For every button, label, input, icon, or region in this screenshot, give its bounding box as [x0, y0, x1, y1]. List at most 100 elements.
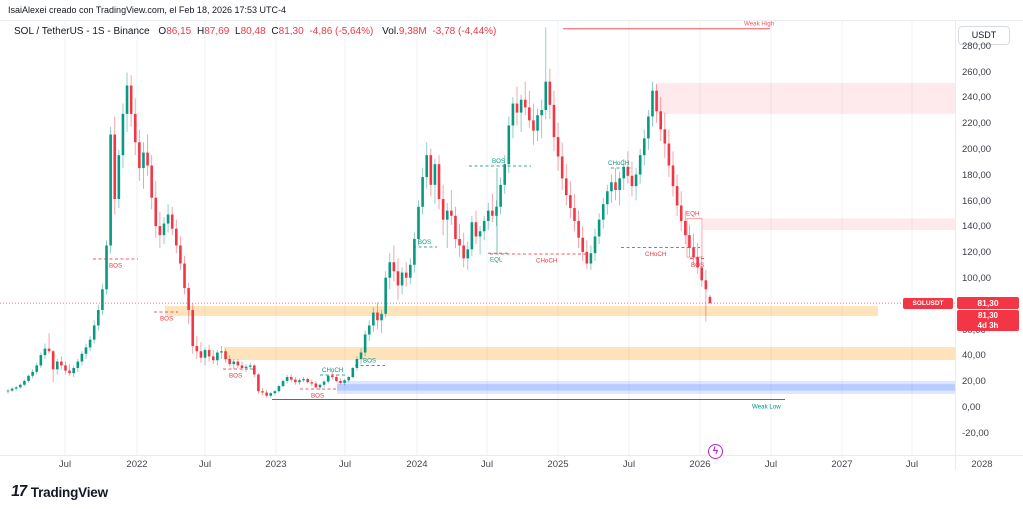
zone-demand-blue[interactable] [337, 381, 955, 394]
candle-body [478, 231, 482, 237]
candle-body [150, 165, 153, 198]
candle-body [544, 81, 548, 111]
time-tick: Jul [622, 459, 636, 470]
candle-body [507, 125, 511, 165]
zone-demand-low[interactable] [224, 346, 955, 361]
candle-body [445, 210, 449, 220]
candle-body [6, 390, 10, 392]
candle-body [454, 215, 457, 240]
candle-body [474, 222, 478, 237]
currency-toggle-button[interactable]: USDT [958, 26, 1010, 45]
price-tick: 0,00 [962, 402, 981, 413]
candle-body [392, 262, 396, 272]
candle-body [367, 325, 371, 335]
candle-body [92, 325, 96, 340]
candle-body [495, 206, 498, 216]
annotation-label: CHoCH [645, 251, 666, 258]
candle-body [117, 155, 121, 200]
candle-body [310, 382, 314, 384]
annotation-label: BOS [492, 158, 505, 165]
candle-body [330, 375, 334, 378]
level-label-weak-low: Weak Low [752, 403, 781, 410]
time-tick: Jul [905, 459, 919, 470]
volume-value: 9,38M [398, 26, 427, 37]
candle-body [655, 90, 658, 112]
candlestick-chart[interactable]: Weak High Weak Low BOS BOS BOS BOS CHoCH BOS BOS… [0, 0, 983, 455]
candle-body [589, 253, 593, 264]
candle-body [277, 386, 281, 392]
zone-supply-upper[interactable] [656, 82, 955, 114]
candle-body [76, 361, 80, 369]
candle-body [618, 178, 621, 190]
close-label: C [271, 26, 279, 37]
candle-body [638, 155, 642, 175]
candle-body [642, 138, 646, 156]
candle-body [261, 391, 264, 393]
zone-supply-mid[interactable] [703, 218, 955, 230]
time-tick: Jul [764, 459, 778, 470]
candle-body [421, 177, 424, 207]
tradingview-logo[interactable]: 17 TradingView [10, 483, 108, 501]
candle-body [51, 351, 55, 370]
candle-body [376, 312, 379, 321]
candle-body [162, 223, 166, 236]
candle-body [285, 377, 289, 381]
time-tick: 2024 [406, 459, 428, 470]
candle-body [688, 235, 691, 249]
candle-body [289, 377, 293, 380]
candle-body [433, 164, 437, 185]
candle-body [265, 392, 268, 396]
candle-body [359, 352, 363, 359]
candle-body [314, 383, 318, 388]
candle-body [257, 374, 260, 392]
price-tick: 40,00 [962, 350, 986, 362]
candle-body [614, 182, 617, 190]
candle-body [281, 380, 285, 387]
candle-body [35, 365, 39, 372]
candle-body [351, 368, 355, 378]
candle-body [306, 378, 309, 383]
time-axis[interactable]: Jul 2022 Jul 2023 Jul 2024 Jul 2025 Jul 2026 Jul 20… [0, 456, 1023, 472]
candle-body [207, 349, 211, 357]
high-value: 87,69 [204, 26, 230, 37]
candle-body [199, 351, 203, 358]
tradingview-logo-text: TradingView [30, 484, 108, 500]
price-tick: 260,00 [962, 66, 992, 78]
price-axis[interactable]: USDT 280,00 260,00 240,00 220,00 200,00 180,0… [956, 0, 1023, 470]
price-tick: 100,00 [962, 273, 992, 284]
candle-body [170, 214, 174, 229]
candle-body [593, 236, 597, 254]
candle-body [228, 358, 231, 365]
candle-body [302, 378, 305, 381]
candle-body [244, 366, 248, 369]
time-tick: 2023 [265, 459, 287, 470]
candle-body [597, 219, 601, 237]
annotation-label: EQH [686, 210, 699, 217]
chart-pane[interactable]: Weak High Weak Low BOS BOS BOS BOS CHoCH BOS BOS… [0, 0, 983, 455]
candle-body [60, 361, 63, 366]
candle-body [429, 155, 433, 185]
candle-body [450, 210, 453, 216]
candle-body [692, 248, 695, 258]
candle-body [684, 220, 687, 236]
zone-demand-blue-core[interactable] [337, 384, 955, 391]
candle-body [651, 90, 654, 117]
candle-body [634, 174, 638, 187]
candle-body [528, 107, 531, 121]
price-tick: 200,00 [962, 144, 992, 155]
change-value: -4,86 (-5,64%) [309, 26, 374, 37]
candle-body [216, 352, 219, 361]
candle-body [113, 134, 117, 200]
event-marker-icon[interactable]: ϟ [708, 444, 723, 459]
candle-body [556, 137, 560, 157]
zone-demand-mid[interactable] [165, 306, 878, 317]
time-tick: 2027 [831, 459, 853, 470]
candle-body [515, 103, 519, 113]
candle-body [47, 348, 51, 352]
price-tick: 180,00 [962, 169, 992, 181]
attribution-text: IsaiAlexei creado con TradingView.com, e… [8, 5, 286, 15]
candle-body [384, 277, 387, 314]
price-tick: 140,00 [962, 221, 992, 233]
candle-body [622, 166, 626, 179]
time-tick: 2025 [547, 459, 569, 470]
